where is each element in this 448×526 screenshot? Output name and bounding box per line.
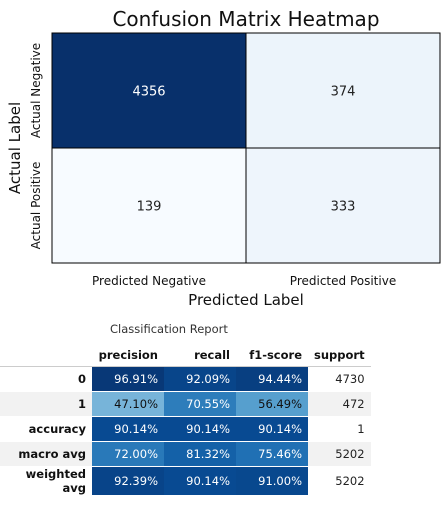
heatmap-cell-r1-c0 bbox=[51, 147, 247, 264]
heatmap-cells: 4356 374 139 333 bbox=[51, 32, 441, 264]
heatmap-value-r1-c0: 139 bbox=[137, 200, 162, 215]
cell-recall: 70.55% bbox=[164, 391, 236, 417]
report-caption: Classification Report bbox=[110, 322, 228, 336]
col-header-precision: precision bbox=[98, 348, 158, 362]
report-row-macro-avg: macro avg 72.00% 81.32% 75.46% 5202 bbox=[0, 441, 371, 467]
cell-recall: 92.09% bbox=[164, 366, 236, 392]
y-tick-label-0: Actual Negative bbox=[29, 43, 43, 138]
confusion-matrix-heatmap: Confusion Matrix Heatmap 4356 374 139 333 A… bbox=[6, 7, 441, 309]
cell-f1-score: 75.46% bbox=[236, 441, 308, 467]
y-tick-labels: Actual Negative Actual Positive bbox=[29, 43, 43, 249]
cell-f1-score: 90.14% bbox=[236, 416, 308, 442]
y-tick-label-1: Actual Positive bbox=[29, 162, 43, 250]
cell-recall: 90.14% bbox=[164, 466, 236, 495]
heatmap-cell-r0-c1 bbox=[245, 32, 441, 149]
x-axis-label: Predicted Label bbox=[188, 291, 304, 309]
report-header-row: precision recall f1-score support bbox=[0, 344, 371, 367]
heatmap-cell-r1-c1 bbox=[245, 147, 441, 264]
row-label: 1 bbox=[0, 391, 92, 417]
heatmap-value-r0-c0: 4356 bbox=[132, 85, 165, 100]
row-label: accuracy bbox=[28, 422, 86, 436]
cell-precision: 72.00% bbox=[92, 441, 164, 467]
report-corner bbox=[0, 344, 92, 367]
x-tick-label-1: Predicted Positive bbox=[290, 274, 396, 288]
cell-support: 5202 bbox=[308, 441, 371, 467]
row-label: macro avg bbox=[0, 441, 92, 467]
x-tick-labels: Predicted Negative Predicted Positive bbox=[92, 274, 396, 288]
col-header-recall: recall bbox=[194, 348, 230, 362]
chart-title: Confusion Matrix Heatmap bbox=[112, 7, 379, 31]
x-tick-label-0: Predicted Negative bbox=[92, 274, 206, 288]
cell-f1-score: 94.44% bbox=[236, 366, 308, 392]
cell-precision: 96.91% bbox=[92, 366, 164, 392]
cell-support: 1 bbox=[357, 422, 365, 436]
classification-report-table: precision recall f1-score support 0 96.9… bbox=[0, 344, 371, 495]
cell-precision: 92.39% bbox=[92, 466, 164, 495]
cell-precision: 47.10% bbox=[92, 391, 164, 417]
cell-support: 5202 bbox=[335, 474, 365, 488]
report-row-weighted-avg: weighted avg 92.39% 90.14% 91.00% 5202 bbox=[0, 466, 371, 495]
heatmap-value-r0-c1: 374 bbox=[331, 85, 356, 100]
cell-precision: 90.14% bbox=[92, 416, 164, 442]
cell-support: 4730 bbox=[335, 372, 365, 386]
cell-recall: 90.14% bbox=[164, 416, 236, 442]
col-header-support: support bbox=[314, 348, 365, 362]
report-row-1: 1 47.10% 70.55% 56.49% 472 bbox=[0, 391, 371, 417]
row-label: 0 bbox=[77, 372, 86, 386]
col-header-f1: f1-score bbox=[249, 348, 302, 362]
cell-recall: 81.32% bbox=[164, 441, 236, 467]
y-axis-label: Actual Label bbox=[6, 102, 24, 194]
heatmap-value-r1-c1: 333 bbox=[331, 200, 356, 215]
cell-f1-score: 91.00% bbox=[236, 466, 308, 495]
cell-support: 472 bbox=[308, 391, 371, 417]
report-row-0: 0 96.91% 92.09% 94.44% 4730 bbox=[0, 366, 371, 392]
report-row-accuracy: accuracy 90.14% 90.14% 90.14% 1 bbox=[0, 416, 371, 442]
cell-f1-score: 56.49% bbox=[236, 391, 308, 417]
heatmap-cell-r0-c0 bbox=[51, 32, 247, 149]
row-label: weighted avg bbox=[25, 467, 86, 495]
